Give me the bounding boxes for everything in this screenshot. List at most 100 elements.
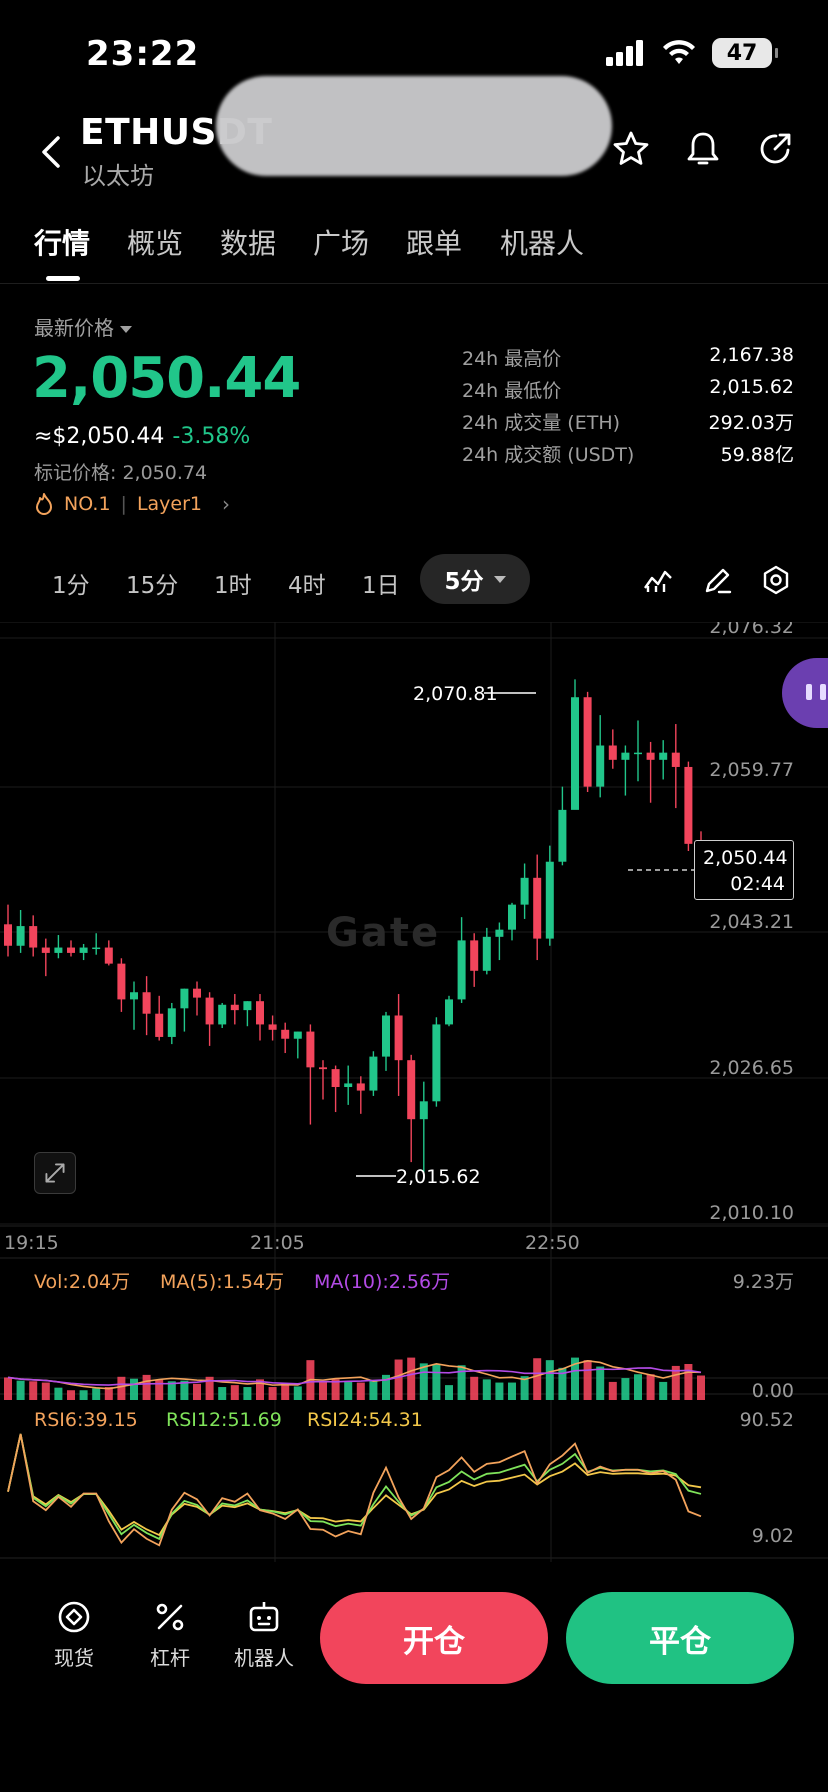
interval-1d[interactable]: 1日 [362, 573, 400, 599]
candle-body [457, 940, 466, 1000]
tab-data[interactable]: 数据 [220, 227, 277, 260]
interval-1m[interactable]: 1分 [52, 573, 90, 599]
volume-bar [432, 1364, 441, 1400]
candle-body [596, 745, 605, 787]
time-axis-label: 22:50 [525, 1232, 580, 1254]
usd-price: ≈$2,050.44 [34, 424, 165, 449]
volume-bar [67, 1390, 75, 1400]
price-axis-label: 2,076.32 [709, 622, 794, 638]
interval-15m[interactable]: 15分 [126, 573, 179, 599]
candle-body [558, 809, 567, 862]
volume-bar [369, 1380, 378, 1400]
price-type-dropdown[interactable]: 最新价格 [34, 312, 132, 341]
draw-pen-icon[interactable] [702, 564, 734, 596]
rsi-min-label: 9.02 [752, 1525, 794, 1547]
volume-bar [41, 1382, 50, 1400]
candle-body [369, 1056, 378, 1091]
settings-hexagon-icon[interactable] [760, 564, 792, 596]
stat-row: 24h 最低价 2,015.62 [462, 376, 794, 408]
nav-robot[interactable]: 机器人 [224, 1598, 304, 1671]
nav-leverage[interactable]: 杠杆 [130, 1598, 210, 1671]
coin-tags[interactable]: NO.1 | Layer1 › [34, 492, 230, 516]
wifi-icon [663, 40, 695, 64]
tab-copy-trading[interactable]: 跟单 [406, 227, 463, 260]
volume-bar [319, 1381, 327, 1400]
stat-label: 24h 最低价 [462, 380, 562, 402]
stat-label: 24h 最高价 [462, 348, 562, 370]
rank-tag: NO.1 [64, 493, 111, 515]
flame-icon [36, 493, 52, 515]
candle-body [671, 752, 680, 767]
stat-value: 2,167.38 [709, 344, 794, 366]
back-arrow-icon[interactable] [32, 132, 72, 172]
expand-icon[interactable] [34, 1152, 76, 1194]
volume-bar [331, 1379, 340, 1400]
volume-bar [634, 1374, 642, 1400]
mark-price: 标记价格: 2,050.74 [34, 462, 208, 484]
tab-overview[interactable]: 概览 [127, 227, 184, 260]
candle-body [41, 947, 50, 953]
candle-body [306, 1031, 315, 1068]
volume-bar [104, 1387, 113, 1400]
candle-body [180, 988, 189, 1009]
volume-bar [659, 1381, 668, 1400]
candle-body [205, 997, 214, 1025]
ma10-line [7, 1367, 702, 1386]
nav-spot[interactable]: 现货 [34, 1598, 114, 1671]
volume-bar [684, 1364, 693, 1400]
price-axis-label: 2,059.77 [709, 759, 794, 781]
active-tab-indicator [46, 276, 80, 281]
candle-body [508, 904, 516, 930]
candle-body [243, 1001, 252, 1011]
volume-bar [155, 1380, 164, 1400]
volume-bar [608, 1381, 617, 1400]
stats-panel: 24h 最高价 2,167.38 24h 最低价 2,015.62 24h 成交量 … [462, 344, 794, 472]
candle-body [344, 1083, 353, 1088]
tab-robot[interactable]: 机器人 [500, 227, 585, 260]
indicator-icon[interactable] [642, 564, 674, 596]
volume-bar [268, 1387, 277, 1400]
volume-bar [281, 1385, 290, 1400]
volume-bar [218, 1387, 227, 1400]
low-marker: 2,015.62 [396, 1166, 481, 1188]
usd-price-line: ≈$2,050.44 -3.58% [34, 424, 250, 449]
battery-icon: 47 [712, 38, 778, 68]
price-change: -3.58% [172, 424, 251, 449]
stat-label: 24h 成交量 (ETH) [462, 412, 621, 434]
bubble-eye-icon [806, 684, 812, 700]
share-icon[interactable] [756, 130, 794, 168]
tab-market[interactable]: 行情 [34, 227, 91, 260]
volume-bar [621, 1378, 630, 1400]
interval-4h[interactable]: 4时 [288, 573, 326, 599]
candle-body [54, 947, 63, 953]
bell-icon[interactable] [684, 130, 722, 168]
volume-bar [16, 1380, 25, 1400]
volume-bar [445, 1385, 453, 1400]
volume-bar [193, 1383, 201, 1400]
open-position-button[interactable]: 开仓 [320, 1592, 548, 1684]
status-bar: 23:22 47 [0, 0, 828, 110]
time-axis-label: 21:05 [250, 1232, 305, 1254]
volume-label: Vol:2.04万 [34, 1271, 130, 1293]
chart-area[interactable]: 2,076.32 2,059.77 2,043.21 2,026.65 2,01… [0, 622, 828, 1562]
candle-body [659, 752, 668, 760]
stat-row: 24h 成交量 (ETH) 292.03万 [462, 408, 794, 440]
candle-body [382, 1015, 390, 1057]
caret-down-icon [120, 326, 132, 333]
price-type-label: 最新价格 [34, 316, 114, 340]
candle-body [167, 1008, 176, 1037]
volume-bar [470, 1376, 479, 1400]
close-position-button[interactable]: 平仓 [566, 1592, 794, 1684]
spot-icon [58, 1601, 90, 1633]
volume-bar [230, 1385, 239, 1400]
interval-5m-dropdown[interactable]: 5分 [420, 554, 530, 604]
price-axis-label: 2,026.65 [709, 1057, 794, 1079]
candle-body [495, 929, 504, 937]
candlestick-chart[interactable]: 2,076.32 2,059.77 2,043.21 2,026.65 2,01… [0, 622, 828, 1562]
star-icon[interactable] [612, 130, 650, 168]
candle-body [634, 752, 642, 755]
interval-1h[interactable]: 1时 [214, 573, 252, 599]
candle-body [407, 1060, 416, 1120]
volume-bar [571, 1357, 579, 1400]
tab-square[interactable]: 广场 [313, 227, 370, 260]
